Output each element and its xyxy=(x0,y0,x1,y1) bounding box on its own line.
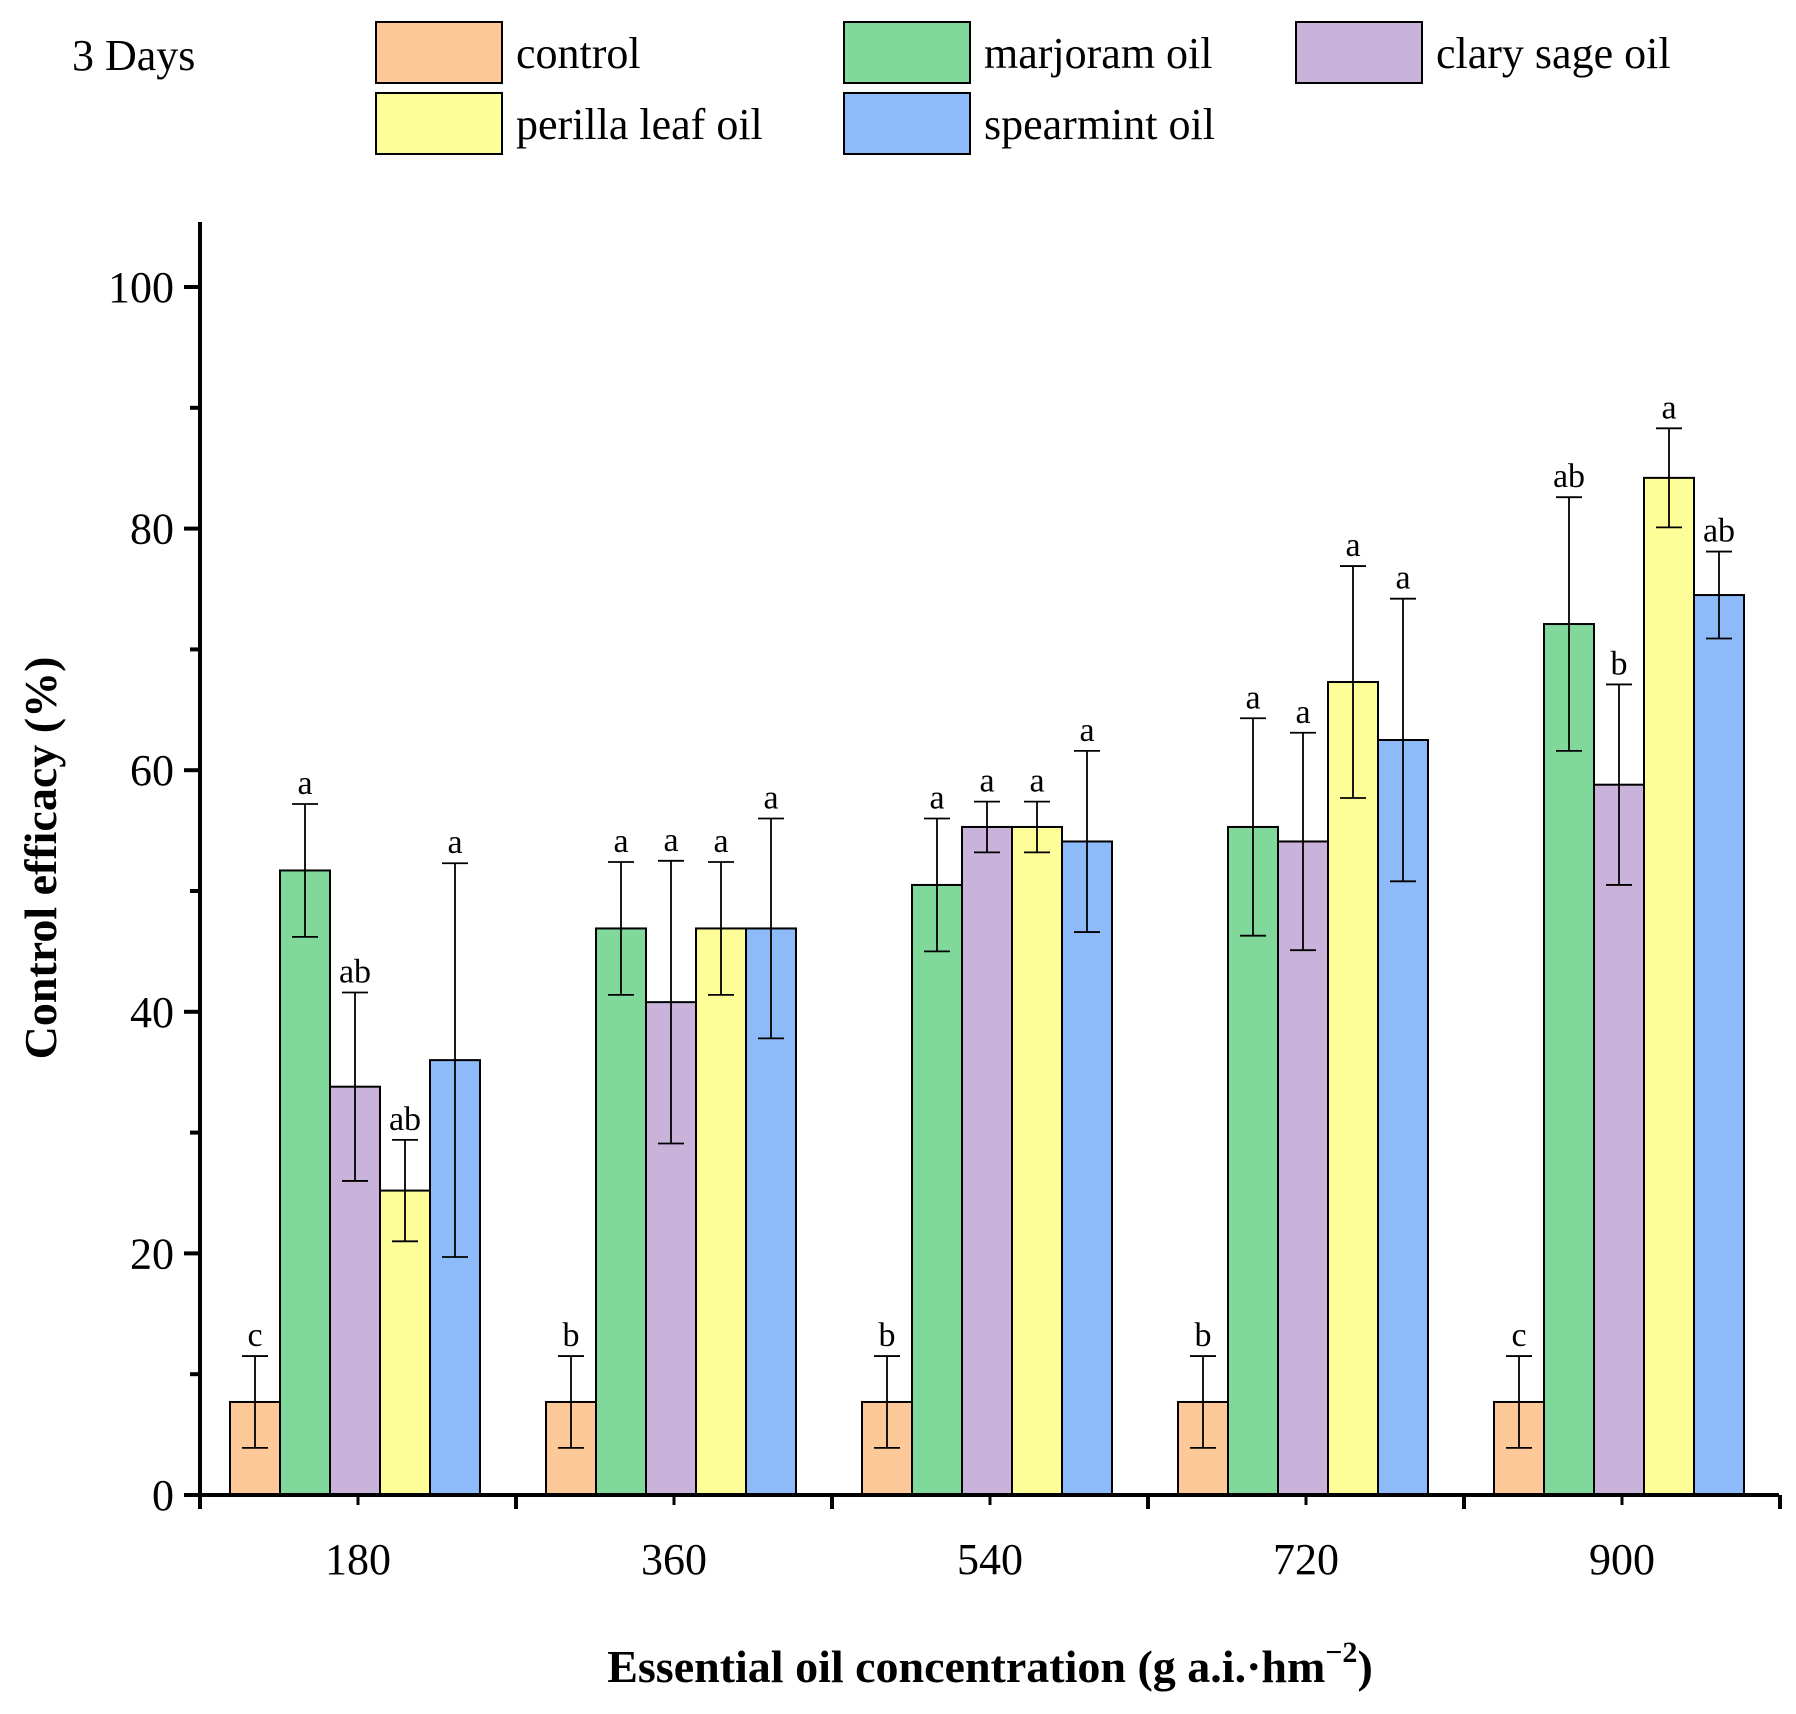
bar xyxy=(1543,623,1595,1496)
legend-swatch xyxy=(843,21,971,84)
significance-label: b xyxy=(563,1317,580,1354)
legend-label: control xyxy=(516,29,641,78)
significance-label: ab xyxy=(389,1101,421,1138)
significance-label: ab xyxy=(1553,458,1585,495)
y-tick-label: 60 xyxy=(130,746,174,795)
y-tick-label: 40 xyxy=(130,988,174,1037)
significance-label: a xyxy=(447,824,462,861)
significance-label: a xyxy=(763,780,778,817)
y-axis-title: Control efficacy (%) xyxy=(15,657,66,1060)
significance-label: ab xyxy=(339,953,371,990)
bar xyxy=(1011,825,1063,1496)
legend: control marjoram oil clary sage oil perilla… xyxy=(375,21,1671,155)
significance-label: a xyxy=(929,780,944,817)
significance-label: a xyxy=(979,763,994,800)
significance-label: c xyxy=(1511,1317,1526,1354)
y-tick-label: 100 xyxy=(108,263,174,312)
bar xyxy=(1061,840,1113,1496)
x-tick-label: 360 xyxy=(641,1535,707,1584)
x-tick-label: 720 xyxy=(1273,1535,1339,1584)
x-tick-label: 900 xyxy=(1589,1535,1655,1584)
bar xyxy=(1593,783,1645,1496)
significance-label: b xyxy=(879,1317,896,1354)
bar xyxy=(1327,681,1379,1496)
significance-label: a xyxy=(1029,763,1044,800)
bar xyxy=(595,927,647,1496)
significance-label: a xyxy=(663,822,678,859)
legend-swatch xyxy=(1295,21,1423,84)
bar xyxy=(279,869,331,1496)
bar xyxy=(1693,594,1745,1496)
y-tick-label: 80 xyxy=(130,505,174,554)
x-axis-title: Essential oil concentration (g a.i.·hm−2… xyxy=(607,1636,1373,1692)
bar xyxy=(911,883,963,1496)
significance-label: a xyxy=(1295,694,1310,731)
bar xyxy=(1227,825,1279,1496)
x-axis-title-main: Essential oil concentration (g a.i.·hm xyxy=(607,1641,1325,1692)
significance-label: a xyxy=(713,823,728,860)
significance-label: a xyxy=(1661,389,1676,426)
significance-label: a xyxy=(1345,527,1360,564)
x-axis-ticks: 180 360 540 720 900 xyxy=(198,1495,1782,1584)
x-tick-label: 540 xyxy=(957,1535,1023,1584)
significance-label: a xyxy=(1245,679,1260,716)
chart-title: 3 Days xyxy=(72,31,195,80)
legend-swatch xyxy=(375,92,503,155)
significance-label: a xyxy=(297,765,312,802)
legend-label: spearmint oil xyxy=(984,100,1215,149)
bar xyxy=(695,927,747,1496)
bar xyxy=(1643,476,1695,1496)
x-tick-label: 180 xyxy=(325,1535,391,1584)
significance-label: a xyxy=(1395,560,1410,597)
legend-swatch xyxy=(375,21,503,84)
y-tick-label: 20 xyxy=(130,1229,174,1278)
significance-label: a xyxy=(1079,712,1094,749)
legend-label: clary sage oil xyxy=(1436,29,1671,78)
significance-label: b xyxy=(1195,1317,1212,1354)
y-tick-label: 0 xyxy=(152,1471,174,1520)
x-axis-title-end: ) xyxy=(1357,1641,1372,1692)
significance-label: ab xyxy=(1703,513,1735,550)
legend-swatch xyxy=(843,92,971,155)
significance-label: c xyxy=(247,1317,262,1354)
legend-label: perilla leaf oil xyxy=(516,100,763,149)
significance-label: a xyxy=(613,823,628,860)
x-axis-title-sup: −2 xyxy=(1325,1636,1357,1669)
significance-label: b xyxy=(1611,645,1628,682)
bar xyxy=(961,825,1013,1496)
y-axis-ticks: 0 20 40 60 80 100 xyxy=(108,263,200,1520)
legend-label: marjoram oil xyxy=(984,29,1213,78)
